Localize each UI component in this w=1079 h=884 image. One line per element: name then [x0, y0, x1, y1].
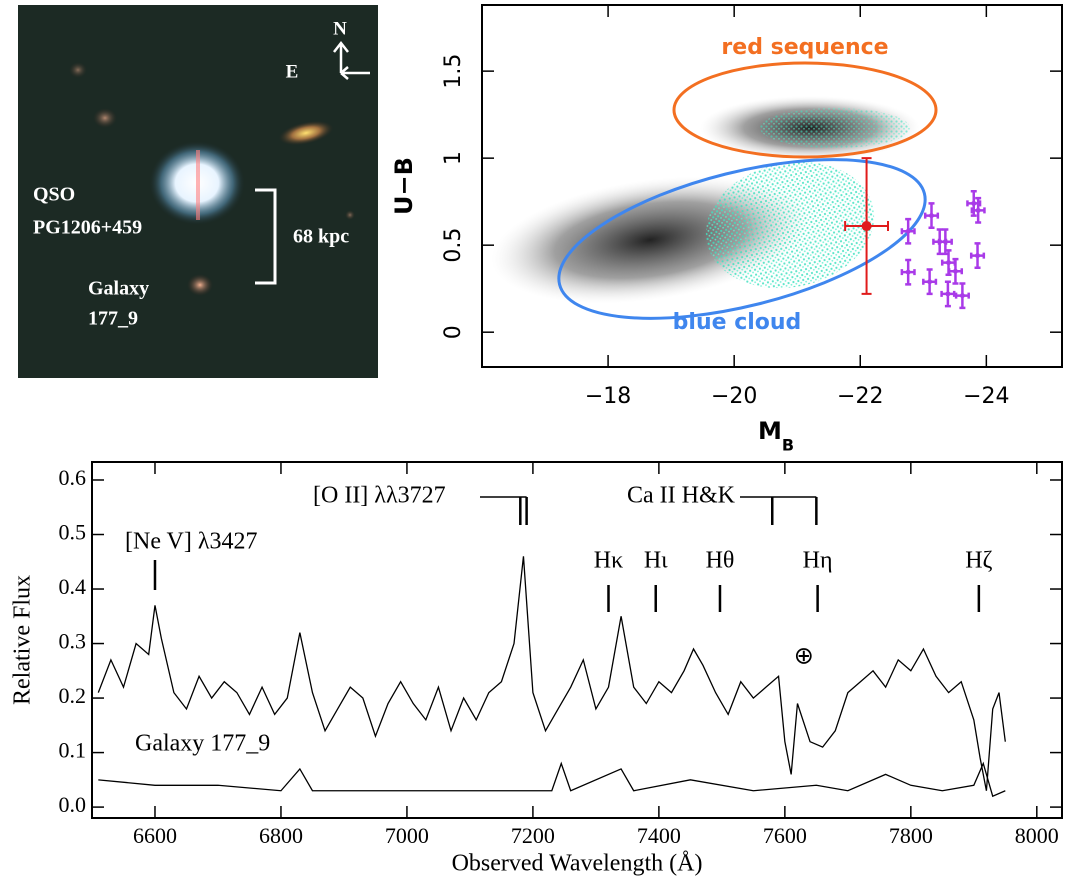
line-annotation: Hθ [706, 548, 735, 574]
point [946, 260, 952, 266]
point [861, 221, 872, 232]
x-tick-label: 7000 [385, 823, 429, 848]
line-annotation: ⊕ [794, 644, 814, 670]
y-tick-label: 0.0 [59, 792, 87, 817]
qso-label: QSO [33, 184, 75, 206]
line-annotation: Hι [644, 548, 668, 574]
y-tick-label: 0.3 [59, 629, 87, 654]
series-label: Galaxy 177_9 [135, 731, 270, 757]
spectrum-line [98, 761, 1006, 798]
scale-label: 68 kpc [293, 226, 349, 248]
qso-label: PG1206+459 [33, 217, 142, 239]
point [945, 291, 951, 297]
line-annotation: [Ne V] λ3427 [125, 529, 258, 555]
point [927, 279, 933, 285]
point [942, 239, 948, 245]
compass-east: E [286, 61, 299, 82]
y-axis-label: Relative Flux [10, 575, 36, 705]
y-tick-label: 0.1 [59, 738, 87, 763]
galaxy-label: 177_9 [88, 308, 138, 330]
y-tick-label: 0.5 [59, 520, 87, 545]
point [952, 268, 958, 274]
y-tick-label: 0.2 [59, 683, 87, 708]
region-ellipse [672, 61, 938, 159]
density-map [491, 96, 920, 304]
annotation: blue cloud [673, 310, 802, 335]
compass-north: N [333, 18, 347, 39]
annotation: red sequence [721, 35, 888, 60]
x-tick-label: 6600 [133, 823, 177, 848]
line-annotation: Hη [803, 548, 833, 574]
line-annotation: [O II] λλ3727 [313, 483, 446, 509]
x-tick-label: −24 [963, 384, 1009, 409]
point [905, 228, 911, 234]
plot-frame [91, 461, 1063, 819]
point [905, 269, 911, 275]
x-tick-label: −20 [711, 384, 757, 409]
spectrum-line [97, 556, 1006, 791]
x-axis-label: Observed Wavelength (Å) [452, 851, 703, 877]
y-tick-label: 0 [441, 325, 466, 339]
x-tick-label: 8000 [1015, 823, 1059, 848]
line-annotation: Hζ [965, 548, 992, 574]
line-annotation: Ca II H&K [627, 483, 736, 509]
x-tick-label: 7800 [889, 823, 933, 848]
galaxy-label: Galaxy [88, 278, 149, 300]
line-annotation: Hκ [594, 548, 623, 574]
x-tick-label: 7600 [763, 823, 807, 848]
x-tick-label: 7200 [511, 823, 555, 848]
x-axis-label: B [782, 436, 794, 455]
y-tick-label: 1 [441, 151, 466, 165]
plot-frame [481, 4, 1063, 368]
sky-image: N E QSO PG1206+459 68 kpc Galaxy 177_9 [18, 5, 378, 378]
point [971, 200, 977, 206]
y-tick-label: 0.5 [441, 228, 466, 263]
x-tick-label: 6800 [259, 823, 303, 848]
x-tick-label: 7400 [637, 823, 681, 848]
y-axis-label: U−B [390, 157, 418, 215]
x-axis-label: M [758, 417, 782, 445]
y-tick-label: 0.4 [59, 574, 87, 599]
y-tick-label: 1.5 [441, 54, 466, 89]
point [929, 213, 934, 219]
point [959, 293, 965, 299]
point [975, 253, 981, 259]
x-tick-label: −18 [585, 384, 631, 409]
x-tick-label: −22 [837, 384, 883, 409]
region-ellipse [557, 158, 927, 320]
y-tick-label: 0.6 [59, 465, 87, 490]
point [975, 207, 981, 213]
